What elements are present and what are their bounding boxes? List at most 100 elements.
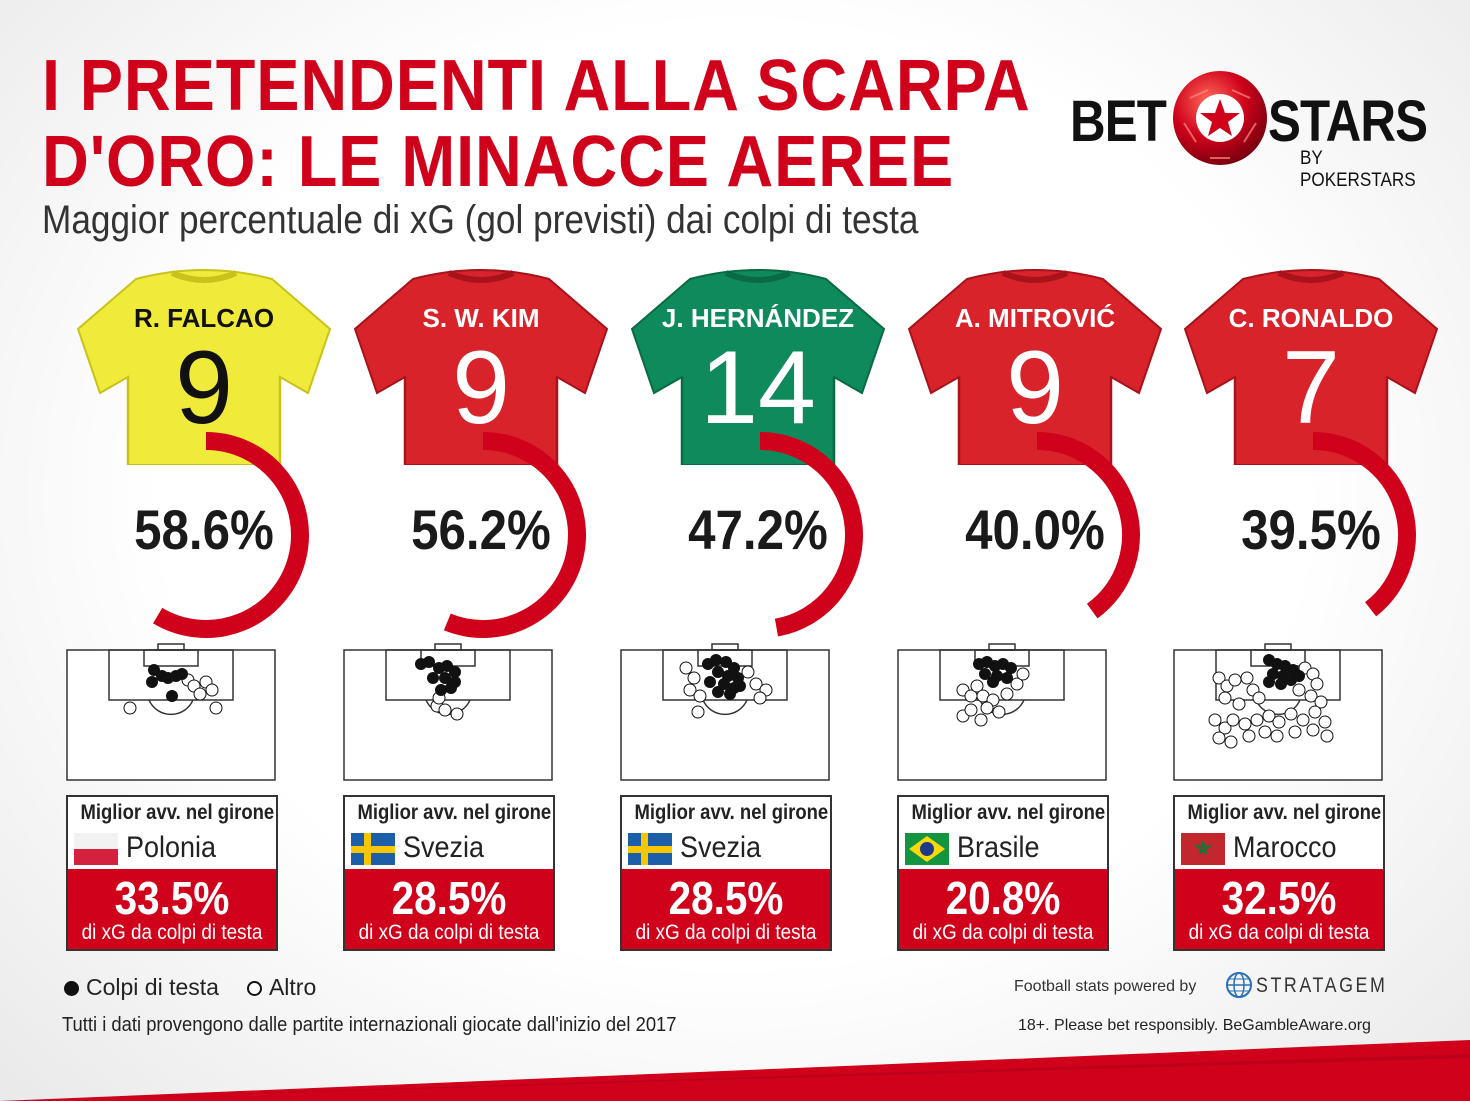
shot-other-dot — [1010, 677, 1024, 691]
brazil-flag-icon — [905, 833, 949, 865]
opponent-caption: di xG da colpi di testa — [1188, 921, 1370, 944]
player-card: R. FALCAO 9 58.6% Miglior avv. nel girone Po… — [66, 265, 342, 965]
shot-header-dot — [449, 666, 461, 678]
shot-other-dot — [1242, 729, 1256, 743]
powered-by-label: Football stats powered by — [1014, 978, 1197, 995]
shot-header-dot — [712, 666, 724, 678]
logo-subtitle: BY POKERSTARS — [1300, 148, 1416, 191]
logo-right: STARS — [1268, 89, 1428, 154]
shot-map — [897, 643, 1107, 781]
player-name: J. HERNÁNDEZ — [662, 303, 854, 333]
shot-header-dot — [176, 668, 188, 680]
shot-other-dot — [980, 701, 994, 715]
shot-map — [66, 643, 276, 781]
opponent-caption: di xG da colpi di testa — [912, 921, 1094, 944]
shot-other-dot — [1304, 689, 1318, 703]
shot-other-dot — [1016, 667, 1030, 681]
legend-label-headers: Colpi di testa — [86, 974, 219, 1000]
shot-header-dot — [1293, 670, 1305, 682]
sweden-flag-icon — [628, 833, 672, 865]
shot-other-dot — [450, 707, 464, 721]
shot-other-dot — [992, 705, 1006, 719]
shot-other-dot — [693, 689, 707, 703]
shot-header-dot — [1001, 672, 1013, 684]
player-card: S. W. KIM 9 56.2% Miglior avv. nel girone Sv… — [343, 265, 619, 965]
page-title: I PRETENDENTI ALLA SCARPA D'ORO: LE MINA… — [42, 48, 1031, 200]
opponent-percent: 28.5% — [391, 872, 507, 924]
shot-other-dot — [1292, 683, 1306, 697]
opponent-stat-box: 28.5% di xG da colpi di testa — [622, 869, 830, 949]
opponent-card: Miglior avv. nel girone Svezia 28.5% di xG … — [343, 795, 555, 951]
shot-other-dot — [123, 701, 137, 715]
opponent-name: Svezia — [403, 831, 485, 864]
opponent-caption: di xG da colpi di testa — [358, 921, 540, 944]
shot-header-dot — [445, 682, 457, 694]
xg-header-percent: 40.0% — [965, 498, 1105, 561]
shot-header-dot — [1005, 662, 1017, 674]
shot-header-dot — [423, 656, 435, 668]
shot-other-dot — [1250, 713, 1264, 727]
bottom-red-band — [0, 1040, 1470, 1101]
legend: Colpi di testa Altro — [64, 974, 316, 1001]
player-name: R. FALCAO — [134, 303, 274, 333]
player-number: 7 — [1282, 330, 1340, 446]
opponent-stat-box: 33.5% di xG da colpi di testa — [68, 869, 276, 949]
shot-other-dot — [438, 703, 452, 717]
shot-other-dot — [749, 677, 763, 691]
card-header: Miglior avv. nel girone — [634, 801, 829, 824]
player-name: A. MITROVIĆ — [955, 303, 1116, 333]
player-name: C. RONALDO — [1229, 303, 1394, 333]
shot-other-dot — [1228, 673, 1242, 687]
title-line-2: D'ORO: LE MINACCE AEREE — [42, 122, 955, 202]
xg-header-percent: 58.6% — [134, 498, 274, 561]
shot-other-dot — [1208, 713, 1222, 727]
shot-other-dot — [691, 705, 705, 719]
shot-other-dot — [1296, 713, 1310, 727]
shot-other-dot — [1320, 729, 1334, 743]
shot-other-dot — [679, 661, 693, 675]
shot-other-dot — [964, 703, 978, 717]
xg-ring — [1036, 432, 1140, 619]
shot-other-dot — [970, 679, 984, 693]
xg-arc — [443, 432, 586, 638]
shot-other-dot — [683, 683, 697, 697]
shot-header-dot — [724, 688, 736, 700]
player-card: A. MITROVIĆ 9 40.0% Miglior avv. nel girone… — [897, 265, 1173, 965]
xg-header-percent: 56.2% — [411, 498, 551, 561]
opponent-card: Miglior avv. nel girone Brasile 20.8% di xG… — [897, 795, 1109, 951]
shot-header-dot — [166, 690, 178, 702]
opponent-percent: 32.5% — [1221, 872, 1337, 924]
shot-other-dot — [1314, 695, 1328, 709]
xg-ring — [443, 432, 586, 638]
stratagem-wordmark: STRATAGEM — [1256, 974, 1388, 997]
shot-header-dot — [1263, 676, 1275, 688]
logo-left: BET — [1070, 89, 1167, 154]
shot-header-dot — [427, 672, 439, 684]
shot-header-dot — [435, 684, 447, 696]
opponent-caption: di xG da colpi di testa — [635, 921, 817, 944]
shot-header-dot — [987, 676, 999, 688]
opponent-stat-box: 32.5% di xG da colpi di testa — [1175, 869, 1383, 949]
shot-other-dot — [1258, 725, 1272, 739]
shot-header-dot — [712, 686, 724, 698]
shot-other-dot — [1272, 715, 1286, 729]
shot-header-dot — [1275, 678, 1287, 690]
xg-arc — [759, 432, 863, 637]
shot-other-dot — [1224, 735, 1238, 749]
player-number: 14 — [700, 330, 816, 446]
shot-other-dot — [1240, 671, 1254, 685]
player-number: 9 — [1006, 330, 1064, 446]
opponent-card: Miglior avv. nel girone Polonia 33.5% di xG… — [66, 795, 278, 951]
shot-other-dot — [193, 687, 207, 701]
legend-item-headers: Colpi di testa — [64, 974, 219, 1001]
shot-other-dot — [974, 713, 988, 727]
card-header: Miglior avv. nel girone — [911, 801, 1106, 824]
opponent-percent: 20.8% — [945, 872, 1061, 924]
shot-other-dot — [1218, 691, 1232, 705]
opponent-name: Polonia — [126, 831, 217, 864]
shot-map — [343, 643, 553, 781]
shot-other-dot — [209, 701, 223, 715]
